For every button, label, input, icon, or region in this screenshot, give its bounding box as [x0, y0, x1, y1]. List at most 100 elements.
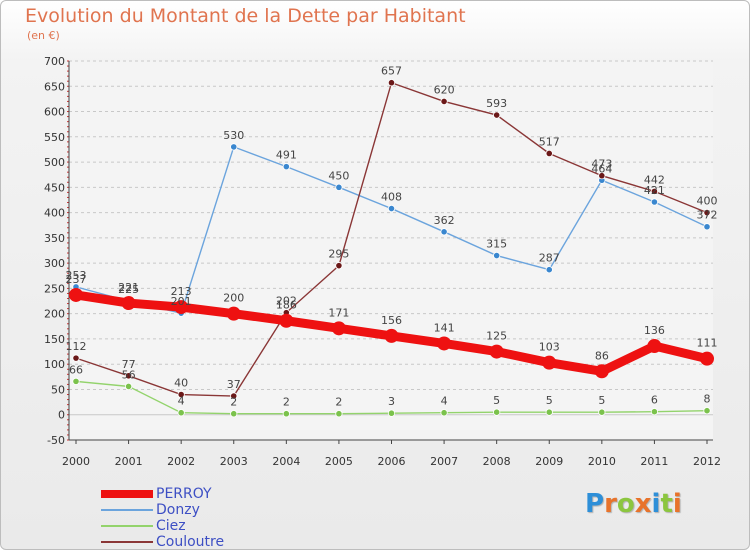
data-label: 5	[546, 394, 553, 407]
data-point	[384, 328, 399, 343]
data-point	[124, 382, 133, 391]
legend-swatch	[101, 541, 153, 543]
data-label: 141	[434, 321, 455, 334]
legend-label: Ciez	[156, 518, 186, 534]
data-label: 473	[591, 158, 612, 171]
legend-item-donzy: Donzy	[101, 502, 321, 518]
legend-swatch	[101, 525, 153, 527]
data-point	[335, 262, 343, 270]
logo-letter: r	[604, 489, 617, 519]
data-point	[647, 339, 662, 354]
x-tick-label: 2002	[167, 455, 195, 468]
data-point	[545, 149, 553, 158]
data-label: 517	[539, 135, 560, 148]
logo-letter: i	[672, 489, 682, 519]
data-point	[703, 209, 711, 217]
data-point	[177, 390, 185, 399]
x-tick-label: 2006	[378, 455, 406, 468]
data-label: 295	[328, 248, 349, 261]
y-tick-label: 700	[44, 55, 65, 68]
data-point	[493, 408, 501, 416]
x-tick-label: 2012	[693, 455, 721, 468]
x-tick-label: 2008	[483, 455, 511, 468]
data-label: 37	[227, 378, 241, 391]
data-point	[493, 251, 501, 260]
data-label: 156	[381, 314, 402, 327]
chart-subtitle: (en €)	[27, 29, 60, 42]
logo-letter: o	[616, 489, 635, 519]
data-point	[335, 410, 343, 418]
data-label: 237	[66, 273, 87, 286]
x-tick-label: 2005	[325, 455, 353, 468]
proxiti-logo: Proxiti	[585, 489, 682, 519]
x-tick-label: 2000	[62, 455, 90, 468]
legend-item-ciez: Ciez	[101, 518, 321, 534]
data-point	[545, 408, 553, 416]
legend-label: Donzy	[156, 502, 200, 518]
data-point	[230, 143, 238, 151]
y-tick-label: 450	[44, 181, 65, 194]
data-point	[650, 408, 659, 416]
data-point	[440, 97, 448, 106]
y-tick-label: 400	[44, 207, 65, 220]
data-label: 66	[69, 363, 83, 376]
data-point	[598, 172, 606, 180]
data-point	[437, 336, 452, 351]
y-tick-label: 300	[44, 257, 65, 270]
x-tick-label: 2004	[272, 455, 300, 468]
data-label: 4	[178, 395, 185, 408]
data-point	[174, 300, 189, 315]
logo-letter: t	[660, 489, 673, 519]
data-point	[335, 183, 343, 191]
data-point	[545, 266, 553, 274]
data-label: 372	[697, 209, 718, 222]
data-point	[493, 111, 501, 119]
data-label: 362	[434, 214, 455, 227]
data-label: 202	[276, 295, 297, 308]
data-point	[230, 410, 238, 418]
y-tick-label: 650	[44, 80, 65, 93]
data-label: 315	[486, 238, 507, 251]
data-label: 225	[118, 283, 139, 296]
data-point	[72, 354, 80, 362]
data-label: 450	[328, 169, 349, 182]
data-label: 125	[486, 330, 507, 343]
data-label: 8	[704, 393, 711, 406]
y-tick-label: 150	[44, 333, 65, 346]
data-point	[700, 351, 714, 366]
logo-letter: P	[585, 489, 605, 519]
data-point	[598, 408, 606, 416]
data-point	[230, 392, 238, 400]
data-label: 186	[276, 299, 297, 312]
data-point	[594, 364, 609, 379]
y-tick-label: 600	[44, 106, 65, 119]
legend-swatch	[101, 509, 153, 511]
data-label: 530	[223, 129, 244, 142]
x-tick-label: 2003	[220, 455, 248, 468]
data-point	[440, 228, 448, 236]
data-point	[650, 187, 659, 195]
data-label: 593	[486, 97, 507, 110]
data-label: 3	[388, 395, 395, 408]
y-tick-label: 500	[44, 156, 65, 169]
data-point	[69, 287, 83, 302]
x-tick-label: 2011	[640, 455, 668, 468]
data-label: 6	[651, 394, 658, 407]
data-label: 201	[171, 295, 192, 308]
legend-label: PERROY	[156, 486, 212, 502]
data-point	[387, 409, 396, 417]
data-label: 464	[591, 162, 612, 175]
data-label: 253	[66, 269, 87, 282]
logo-letter: i	[651, 489, 661, 519]
data-label: 5	[598, 394, 605, 407]
legend-swatch	[101, 490, 153, 498]
y-tick-label: -50	[47, 434, 65, 447]
y-tick-label: 200	[44, 308, 65, 321]
data-label: 408	[381, 191, 402, 204]
data-label: 442	[644, 173, 665, 186]
data-label: 213	[171, 285, 192, 298]
data-label: 111	[697, 337, 718, 350]
data-label: 221	[118, 281, 139, 294]
